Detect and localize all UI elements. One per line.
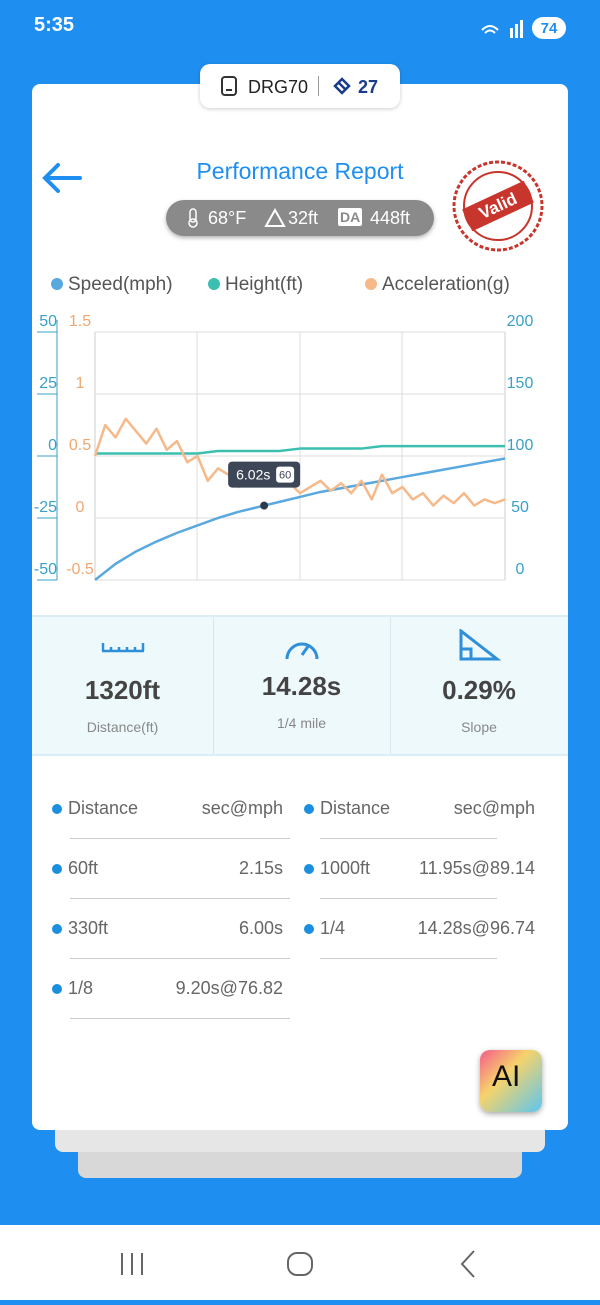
legend-marker [51, 278, 63, 290]
y-tick-label: 1 [76, 375, 85, 392]
y-tick-label: 25 [39, 375, 57, 392]
da-label: DA [338, 208, 363, 226]
tooltip-badge [276, 466, 295, 483]
split-distance: 1000ft [320, 858, 371, 878]
row-bullet [52, 984, 62, 994]
stat-label: Slope [461, 719, 497, 735]
legend-label: Acceleration(g) [382, 274, 510, 295]
battery-level: 74 [541, 20, 558, 37]
gauge-icon [285, 642, 319, 660]
stat-value: 1320ft [84, 675, 161, 705]
status-time: 5:35 [34, 14, 75, 36]
row-separator [70, 1018, 290, 1019]
split-distance: 330ft [68, 918, 109, 938]
divider [213, 617, 214, 754]
divider [390, 617, 391, 754]
series-line [95, 444, 505, 455]
chart: -50 -25 0 25 50 -0.5 0 0.5 1 1.5 0 50 100 150 200 Speed… [34, 274, 534, 581]
status-icons: 74 [481, 17, 566, 39]
row-separator [70, 838, 290, 839]
row-separator [320, 898, 497, 899]
row-bullet [304, 924, 314, 934]
y-tick-label: -50 [34, 561, 57, 578]
row-separator [320, 838, 497, 839]
legend-label: Speed(mph) [68, 274, 173, 295]
slope-icon [459, 629, 501, 661]
device-chip[interactable]: DRG70 27 [200, 64, 400, 108]
y-tick-label: 0.5 [69, 437, 91, 454]
device-name: DRG70 [248, 77, 309, 97]
altitude-icon [264, 208, 286, 227]
split-time: 6.00s [238, 918, 283, 938]
satellite-icon [333, 77, 351, 95]
split-time: 14.28s@96.74 [417, 918, 535, 938]
split-distance: 1/4 [320, 918, 346, 938]
row-bullet [304, 864, 314, 874]
split-distance: 60ft [68, 858, 99, 878]
column-header: sec@mph [201, 798, 283, 818]
stat-label: 1/4 mile [276, 715, 327, 731]
satellite-count: 27 [358, 77, 379, 97]
column-header: sec@mph [453, 798, 535, 818]
y-tick-label: 0 [76, 499, 85, 516]
stat-value: 14.28s [261, 671, 342, 701]
y-tick-label: 100 [507, 437, 534, 454]
back-button[interactable] [40, 160, 84, 196]
ruler-icon [101, 643, 145, 653]
tooltip-time: 6.02s [236, 466, 270, 482]
split-time: 2.15s [238, 858, 283, 878]
row-bullet [304, 804, 314, 814]
series-line [94, 457, 506, 581]
nav-bar [0, 1225, 600, 1300]
y-tick-label: 1.5 [69, 313, 91, 330]
y-tick-label: -0.5 [66, 561, 94, 578]
page-title: Performance Report [196, 158, 404, 184]
legend-marker [365, 278, 377, 290]
y-tick-label: 150 [507, 375, 534, 392]
legend-marker [208, 278, 220, 290]
y-tick-label: 200 [507, 313, 534, 330]
row-bullet [52, 924, 62, 934]
device-icon [221, 76, 237, 96]
split-time: 11.95s@89.14 [418, 858, 535, 878]
row-separator [70, 898, 290, 899]
row-bullet [52, 804, 62, 814]
column-header: Distance [68, 798, 139, 818]
temp-icon [188, 208, 198, 228]
annotation-point [260, 501, 269, 510]
column-header: Distance [320, 798, 391, 818]
temperature: 68°F [208, 208, 247, 228]
split-distance: 1/8 [68, 978, 94, 998]
split-time: 9.20s@76.82 [175, 978, 283, 998]
nav-buttons [121, 1250, 475, 1278]
y-tick-label: 0 [516, 561, 525, 578]
y-tick-label: 50 [511, 499, 529, 516]
y-tick-label: 0 [48, 437, 57, 454]
series-line [93, 417, 506, 507]
row-separator [320, 958, 497, 959]
altitude: 32ft [288, 208, 319, 228]
density-altitude: 448ft [370, 208, 411, 228]
stat-label: Distance(ft) [86, 719, 159, 735]
legend-label: Height(ft) [225, 274, 303, 295]
row-separator [70, 958, 290, 959]
y-tick-label: -25 [34, 499, 57, 516]
valid-stamp: Valid [452, 160, 544, 252]
ai-label: AI [492, 1060, 521, 1093]
stats-panel: 1320ft Distance(ft) 14.28s 1/4 mile 0.29% S… [32, 615, 568, 756]
ai-button[interactable]: AI [480, 1050, 542, 1112]
row-bullet [52, 864, 62, 874]
stat-value: 0.29% [442, 675, 516, 705]
conditions-chip: 68°F 32ft DA 448ft [166, 200, 434, 236]
report-card [32, 84, 568, 1130]
tooltip-speed: 60 [279, 470, 291, 482]
y-tick-label: 50 [39, 313, 57, 330]
divider [318, 76, 319, 96]
